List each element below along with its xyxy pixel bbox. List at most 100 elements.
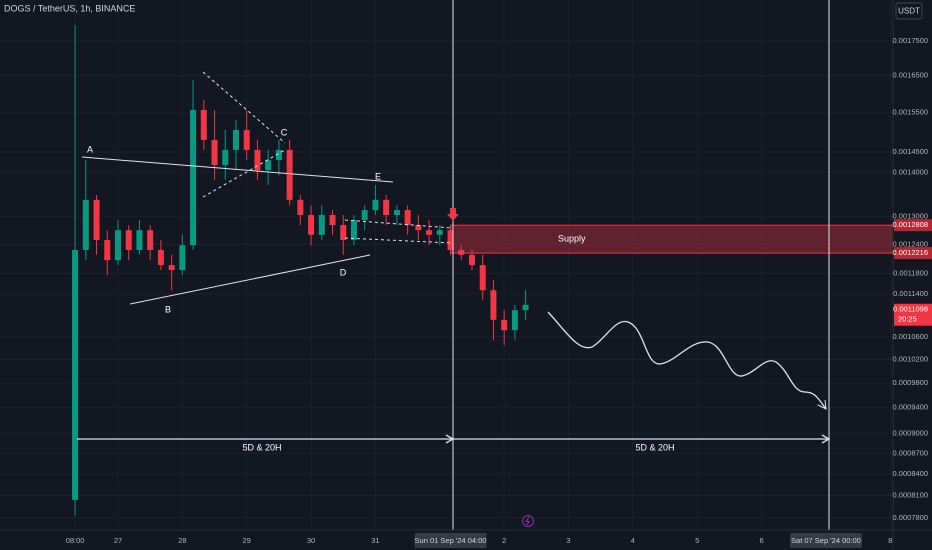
candle-body [415, 225, 422, 231]
candle-body [297, 199, 304, 216]
y-tick-label: 0.0007800 [893, 513, 928, 522]
grid [0, 0, 893, 530]
candle-body [136, 230, 143, 251]
arrow-marker [447, 208, 459, 221]
candle-body [168, 265, 175, 271]
flag-line [344, 219, 453, 229]
currency-label[interactable]: USDT [898, 7, 920, 16]
candle-body [190, 109, 197, 246]
pattern-label: B [165, 304, 171, 314]
y-tick-label: 0.0009000 [893, 428, 928, 437]
chart-title: DOGS / TetherUS, 1h, BINANCE [4, 3, 135, 13]
flag-line [344, 237, 453, 244]
x-tick-label: Sun 01 Sep '24 04:00 [415, 536, 487, 545]
drawings [77, 0, 831, 530]
candle-body [232, 130, 239, 150]
zone-price-box [894, 247, 932, 260]
x-tick-label: 31 [371, 536, 379, 545]
pattern-label: C [281, 127, 288, 137]
candle-body [114, 230, 121, 261]
y-tick-label: 0.0011400 [893, 289, 928, 298]
supply-zone [450, 224, 894, 254]
candle-body [522, 304, 529, 311]
candles [72, 25, 529, 516]
x-tick-label: 3 [566, 536, 570, 545]
pattern-label: D [340, 267, 347, 277]
candle-body [308, 215, 315, 235]
zone-label: Supply [558, 234, 586, 244]
currency-button[interactable] [895, 2, 923, 20]
measure-label: 5D & 20H [242, 442, 281, 452]
event-icon [525, 516, 530, 526]
y-tick-label: 0.0008400 [893, 469, 928, 478]
last-price-box [894, 303, 932, 326]
price-axis [893, 0, 932, 550]
x-tick-label: Sat 07 Sep '24 00:00 [791, 536, 861, 545]
y-tick-label: 0.0009400 [893, 403, 928, 412]
candle-body [265, 160, 272, 171]
x-tick-label: 27 [114, 536, 122, 545]
candle-body [104, 240, 111, 261]
measure-label: 5D & 20H [635, 442, 674, 452]
candle-body [501, 319, 508, 331]
x-tick-highlight [414, 533, 487, 548]
y-tick-label: 0.0014000 [893, 168, 928, 177]
candle-body [82, 199, 89, 251]
y-tick-label: 0.0011800 [893, 269, 928, 278]
y-tick-label: 0.0016500 [893, 71, 928, 80]
candle-body [458, 250, 465, 255]
candle-body [329, 215, 336, 226]
candle-body [211, 139, 218, 166]
x-tick-highlight [789, 533, 862, 548]
flag-line [202, 149, 286, 198]
candle-body [404, 210, 411, 226]
y-tick-label: 0.0008100 [893, 490, 928, 499]
trend-line [129, 254, 371, 305]
event-icon [522, 515, 534, 527]
candle-body [243, 130, 250, 150]
candle-body [275, 149, 282, 161]
pattern-label: A [87, 144, 93, 154]
candle-body [147, 230, 154, 251]
x-tick-label: 08:00 [66, 536, 85, 545]
zone-price-label: 0.0012216 [893, 248, 928, 257]
candle-body [286, 149, 293, 200]
trend-line [81, 156, 394, 183]
y-tick-label: 0.0015500 [893, 108, 928, 117]
candle-body [468, 254, 475, 266]
candle-body [222, 149, 229, 166]
candle-body [436, 230, 443, 235]
x-tick-label: 4 [631, 536, 635, 545]
candle-body [426, 230, 433, 235]
y-tick-label: 0.0014500 [893, 147, 928, 156]
x-tick-label: 29 [243, 536, 251, 545]
projection-path [547, 311, 827, 410]
y-tick-label: 0.0008700 [893, 448, 928, 457]
x-tick-label: 8 [888, 536, 892, 545]
candle-body [490, 290, 497, 320]
candle-body [361, 210, 368, 221]
candle-body [318, 215, 325, 235]
candle-body [157, 250, 164, 266]
countdown-label: 20:25 [898, 315, 917, 324]
candle-body [72, 250, 79, 500]
y-tick-label: 0.0017500 [893, 36, 928, 45]
y-tick-label: 0.0010200 [893, 354, 928, 363]
candle-body [93, 199, 100, 241]
candle-body [383, 199, 390, 216]
flag-line [202, 71, 286, 144]
candle-body [179, 245, 186, 271]
zone-price-label: 0.0012808 [893, 220, 928, 229]
x-tick-label: 6 [760, 536, 764, 545]
x-tick-label: 28 [178, 536, 186, 545]
candle-body [340, 225, 347, 241]
zone-price-box [894, 219, 932, 232]
y-tick-label: 0.0012400 [893, 239, 928, 248]
pattern-label: E [375, 171, 381, 181]
y-tick-label: 0.0009800 [893, 378, 928, 387]
last-price-label: 0.0011098 [893, 305, 928, 314]
candle-body [479, 265, 486, 291]
candle-body [511, 310, 518, 331]
measure-arrow [445, 434, 831, 444]
